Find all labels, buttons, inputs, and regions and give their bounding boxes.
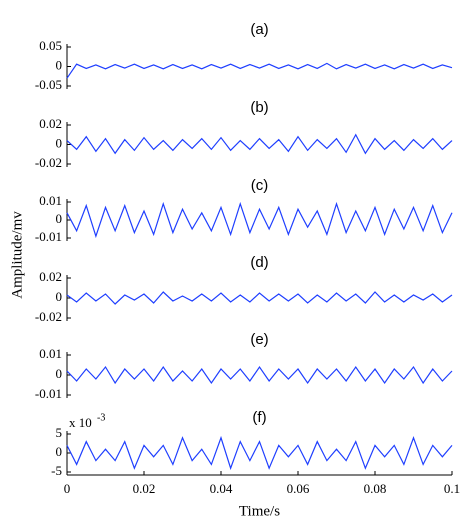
panel-title: (f) [252, 409, 266, 426]
y-tick-label: 5 [56, 425, 63, 440]
y-tick-label: 0 [56, 289, 63, 304]
signal-line [66, 133, 453, 155]
signal-line [66, 291, 453, 305]
signal-line [66, 435, 453, 471]
signal-line [66, 62, 453, 79]
y-tick-label: -5 [51, 463, 62, 478]
y-tick-label: -0.02 [35, 309, 62, 324]
y-tick-label: 0.05 [39, 38, 62, 53]
y-tick-label: 0.01 [39, 193, 62, 208]
y-tick-label: 0 [56, 211, 63, 226]
y-tick-label: 0 [56, 444, 63, 459]
y-tick-label: 0 [56, 57, 63, 72]
y-tick-label: -0.05 [35, 77, 62, 92]
panel-title: (b) [250, 99, 268, 116]
y-tick-label: 0 [56, 135, 63, 150]
y-tick-label: 0.01 [39, 346, 62, 361]
y-exponent-power: -3 [97, 412, 105, 423]
x-tick-label: 0.04 [210, 481, 233, 496]
panel-title: (a) [250, 21, 268, 38]
x-tick-label: 0.1 [444, 481, 460, 496]
y-exponent-base: x 10 [69, 415, 92, 430]
x-axis-label: Time/s [239, 503, 280, 519]
y-tick-label: -0.01 [35, 386, 62, 401]
x-tick-label: 0 [64, 481, 71, 496]
y-tick-label: -0.02 [35, 155, 62, 170]
x-tick-label: 0.06 [287, 481, 310, 496]
y-tick-label: -0.01 [35, 229, 62, 244]
signal-line [66, 201, 453, 239]
signal-line [66, 365, 453, 385]
y-tick-label: 0 [56, 366, 63, 381]
panel-title: (d) [250, 254, 268, 271]
x-tick-label: 0.02 [133, 481, 156, 496]
y-tick-label: 0.02 [39, 269, 62, 284]
y-tick-label: 0.02 [39, 116, 62, 131]
panel-title: (e) [250, 331, 268, 348]
x-tick-label: 0.08 [364, 481, 387, 496]
panel-title: (c) [251, 177, 269, 194]
y-axis-label: Amplitude/mv [9, 211, 25, 299]
